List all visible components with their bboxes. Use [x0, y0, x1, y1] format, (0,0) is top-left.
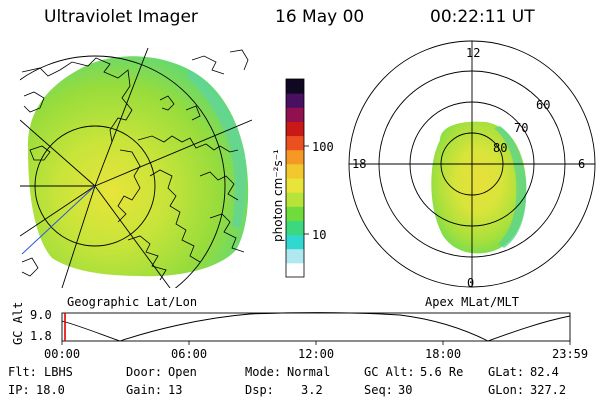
colorbar-stripe: [286, 79, 304, 94]
altitude-ylabel: GC Alt: [11, 301, 25, 345]
mlat-60-label: 60: [536, 98, 551, 112]
gain-label: Gain:: [126, 383, 163, 397]
colorbar-stripe: [286, 93, 304, 108]
filter-label: Flt:: [8, 365, 37, 379]
geo-emission-region: [27, 56, 249, 277]
colorbar: [285, 78, 309, 278]
colorbar-unit-label: photon cm⁻²s⁻¹: [271, 149, 285, 242]
x-tick-2359: 23:59: [552, 347, 589, 361]
gain-value: 13: [168, 383, 183, 397]
gc-alt-value: 5.6 Re: [420, 365, 464, 379]
colorbar-stripe: [286, 178, 304, 193]
glat-label: GLat:: [488, 365, 525, 379]
geographic-image: [20, 48, 252, 288]
altitude-curve: [61, 312, 571, 342]
mlat-80-label: 80: [493, 141, 508, 155]
geo-coastlines: [21, 49, 249, 281]
x-tick-1200: 12:00: [298, 347, 335, 361]
seq-value: 30: [398, 383, 413, 397]
gc-alt-label: GC Alt:: [364, 365, 415, 379]
dsp-value: 3.2: [301, 383, 323, 397]
colorbar-tick-100: 100: [312, 140, 334, 154]
app-title: Ultraviolet Imager: [44, 7, 198, 27]
door-value: Open: [168, 365, 197, 379]
altitude-frame: [61, 312, 571, 342]
altitude-ymax: 9.0: [30, 308, 52, 322]
colorbar-stripe: [286, 206, 304, 221]
x-tick-0000: 00:00: [44, 347, 81, 361]
colorbar-stripe: [286, 234, 304, 250]
seq-label: Seq:: [364, 383, 393, 397]
polar-panel-label: Apex MLat/MLT: [425, 295, 519, 309]
altitude-ymin: 1.8: [30, 329, 52, 343]
glon-value: 327.2: [530, 383, 567, 397]
geo-emission-right-edge: [186, 70, 247, 228]
time-readout: 00:22:11 UT: [430, 7, 535, 27]
glon-label: GLon:: [488, 383, 525, 397]
mlt-0-label: 0: [467, 276, 475, 290]
mode-value: Normal: [287, 365, 331, 379]
dsp-label: Dsp:: [245, 383, 274, 397]
mlat-70-label: 70: [514, 121, 529, 135]
mlt-12-label: 12: [466, 46, 481, 60]
ip-value: 18.0: [36, 383, 65, 397]
x-tick-1800: 18:00: [425, 347, 462, 361]
x-tick-0600: 06:00: [171, 347, 208, 361]
mlt-6-label: 6: [578, 157, 586, 171]
date-readout: 16 May 00: [275, 7, 365, 27]
polar-emission-oval: [431, 121, 527, 254]
colorbar-stripe: [286, 107, 304, 122]
colorbar-stripe: [286, 135, 304, 151]
colorbar-stripe: [286, 248, 304, 264]
geo-panel-label: Geographic Lat/Lon: [67, 295, 198, 309]
glat-value: 82.4: [530, 365, 559, 379]
colorbar-frame: [285, 78, 305, 278]
colorbar-stripe: [286, 220, 304, 236]
colorbar-tick-10: 10: [312, 228, 327, 242]
colorbar-stripe: [286, 149, 304, 165]
polar-plot: [348, 40, 596, 288]
mode-label: Mode:: [245, 365, 282, 379]
polar-grid: [348, 40, 596, 288]
filter-value: LBHS: [44, 365, 73, 379]
colorbar-stripe: [286, 192, 304, 207]
door-label: Door:: [126, 365, 163, 379]
colorbar-stripe: [286, 121, 304, 137]
colorbar-stripes: [286, 79, 304, 278]
geo-grid: [20, 48, 252, 288]
colorbar-stripe: [286, 163, 304, 179]
mlt-18-label: 18: [352, 157, 367, 171]
ip-label: IP:: [8, 383, 30, 397]
altitude-plot: [61, 312, 571, 345]
colorbar-stripe: [286, 262, 304, 278]
